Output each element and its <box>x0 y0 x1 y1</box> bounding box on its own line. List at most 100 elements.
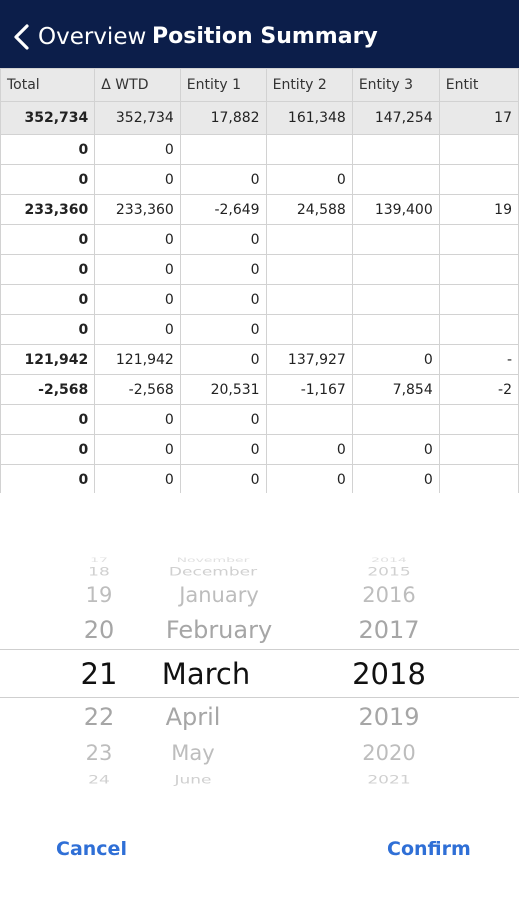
cancel-button[interactable]: Cancel <box>56 838 127 860</box>
day-option[interactable]: 17 <box>90 556 108 564</box>
day-selected-option[interactable]: 21 <box>80 657 118 691</box>
total-cell: 0 <box>0 404 96 435</box>
day-option[interactable]: 22 <box>83 703 115 731</box>
table-cell: 0 <box>179 284 267 315</box>
table-cell: -2,568 <box>94 374 181 405</box>
column-header: Total <box>0 68 96 102</box>
table-cell <box>351 224 440 255</box>
total-cell: 0 <box>0 284 96 315</box>
day-option[interactable]: 18 <box>88 565 110 579</box>
table-cell: 121,942 <box>94 344 181 375</box>
table-row[interactable]: 233,360 233,360 -2,649 24,588 139,400 19 <box>0 194 519 225</box>
chevron-left-icon[interactable] <box>12 24 32 50</box>
table-cell: 24,588 <box>265 194 353 225</box>
table-cell <box>179 134 267 165</box>
year-selected-option[interactable]: 2018 <box>352 657 426 691</box>
table-cell <box>438 314 519 345</box>
page-title: Position Summary <box>152 24 378 49</box>
day-option[interactable]: 19 <box>85 583 113 607</box>
table-cell: 20,531 <box>179 374 267 405</box>
day-option[interactable]: 20 <box>83 616 115 644</box>
year-option[interactable]: 2017 <box>358 616 420 644</box>
table-cell <box>351 254 440 285</box>
month-option[interactable]: November <box>176 556 250 564</box>
table-cell: 17 <box>438 101 519 135</box>
table-cell <box>351 284 440 315</box>
table-cell: 161,348 <box>265 101 353 135</box>
year-option[interactable]: 2021 <box>367 773 411 787</box>
month-option[interactable]: May <box>171 741 215 765</box>
column-header: Entit <box>438 68 519 102</box>
month-option[interactable]: February <box>165 616 273 644</box>
table-row[interactable]: 121,942 121,942 0 137,927 0- <box>0 344 519 375</box>
month-selected-option[interactable]: March <box>161 657 251 691</box>
month-option[interactable]: June <box>174 773 212 787</box>
table-cell <box>438 464 519 493</box>
table-cell: -1,167 <box>265 374 353 405</box>
table-cell: -2 <box>438 374 519 405</box>
total-cell: 121,942 <box>0 344 96 375</box>
table-cell: 0 <box>351 344 440 375</box>
table-cell <box>265 254 353 285</box>
table-cell: 0 <box>94 284 181 315</box>
table-cell: 0 <box>94 164 181 195</box>
year-option[interactable]: 2019 <box>358 703 420 731</box>
column-header: Δ WTD <box>94 68 181 102</box>
table-cell: 0 <box>179 254 267 285</box>
table-cell: 0 <box>179 314 267 345</box>
month-option[interactable]: April <box>165 703 221 731</box>
table-cell <box>265 404 353 435</box>
table-cell: 147,254 <box>351 101 440 135</box>
table-cell: -2,649 <box>179 194 267 225</box>
table-cell <box>438 134 519 165</box>
table-cell: 0 <box>94 404 181 435</box>
table-header-row: Total Δ WTD Entity 1 Entity 2 Entity 3 E… <box>0 68 519 102</box>
date-picker[interactable]: 17 18 19 20 21 22 23 24 November December January… <box>0 548 519 798</box>
table-cell: 0 <box>94 314 181 345</box>
total-cell: 0 <box>0 314 96 345</box>
table-cell: - <box>438 344 519 375</box>
confirm-button[interactable]: Confirm <box>387 838 471 860</box>
table-cell: 0 <box>94 434 181 465</box>
total-cell: 0 <box>0 464 96 493</box>
table-cell: 0 <box>265 464 353 493</box>
table-cell: 0 <box>94 134 181 165</box>
table-cell: 0 <box>179 224 267 255</box>
position-table[interactable]: Total Δ WTD Entity 1 Entity 2 Entity 3 E… <box>0 68 519 493</box>
table-cell <box>438 164 519 195</box>
month-option[interactable]: December <box>168 565 258 579</box>
table-cell <box>351 164 440 195</box>
table-cell: 0 <box>351 464 440 493</box>
month-option[interactable]: January <box>179 583 259 607</box>
table-cell <box>265 314 353 345</box>
nav-bar: Overview Position Summary <box>0 0 519 68</box>
year-option[interactable]: 2016 <box>362 583 416 607</box>
table-row[interactable]: 352,734 352,734 17,882 161,348 147,254 17 <box>0 101 519 135</box>
table-cell: 137,927 <box>265 344 353 375</box>
total-cell: 0 <box>0 134 96 165</box>
back-button[interactable]: Overview <box>38 24 147 50</box>
table-cell: 352,734 <box>94 101 181 135</box>
total-cell: -2,568 <box>0 374 96 405</box>
year-option[interactable]: 2015 <box>367 565 411 579</box>
table-cell: 0 <box>351 434 440 465</box>
table-cell: 0 <box>179 404 267 435</box>
table-cell <box>438 224 519 255</box>
day-option[interactable]: 23 <box>85 741 113 765</box>
table-cell <box>351 314 440 345</box>
year-option[interactable]: 2020 <box>362 741 416 765</box>
year-option[interactable]: 2014 <box>371 556 407 564</box>
picker-selection-top-line <box>0 649 519 650</box>
table-row[interactable]: -2,568 -2,568 20,531 -1,167 7,854 -2 <box>0 374 519 405</box>
day-option[interactable]: 24 <box>88 773 110 787</box>
table-cell: 17,882 <box>179 101 267 135</box>
